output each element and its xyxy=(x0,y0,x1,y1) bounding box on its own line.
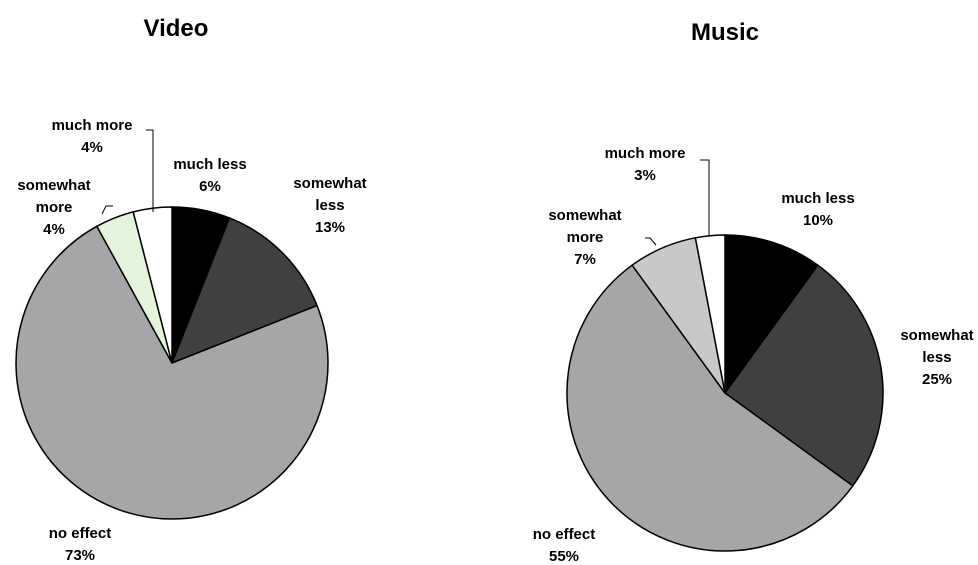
chart-title-music: Music xyxy=(691,19,759,46)
pie-slice-video-no-effect xyxy=(15,225,329,520)
slice-label-video-somewhat-more: somewhat more 4% xyxy=(17,177,90,238)
leader-line-music-much-more xyxy=(700,159,710,236)
chart-title-video: Video xyxy=(144,15,209,42)
pie-slice-video-somewhat-less xyxy=(170,216,319,365)
pie-slice-music-much-less xyxy=(724,234,819,396)
leader-line-video-much-more xyxy=(146,129,154,212)
pie-slice-music-somewhat-less xyxy=(723,264,884,487)
slice-label-music-much-more: much more 3% xyxy=(605,145,686,184)
slice-label-video-much-more: much more 4% xyxy=(52,117,133,156)
slice-label-video-somewhat-less: somewhat less 13% xyxy=(293,175,366,236)
slice-label-music-somewhat-less: somewhat less 25% xyxy=(900,327,973,388)
slice-label-music-somewhat-more: somewhat more 7% xyxy=(548,207,621,268)
slice-label-video-much-less: much less 6% xyxy=(173,156,246,195)
leader-line-music-somewhat-more xyxy=(645,237,657,246)
chart-music: Music much less 10% somewhat less 25% no effe… xyxy=(533,19,974,565)
slice-label-music-much-less: much less 10% xyxy=(781,190,854,229)
pie-slice-music-much-more xyxy=(694,234,726,394)
slice-label-music-no-effect: no effect 55% xyxy=(533,526,596,565)
pie-slice-music-no-effect xyxy=(566,264,854,552)
chart-video: Video much less 6% somewhat less 13% no effec… xyxy=(15,15,367,564)
slice-label-video-no-effect: no effect 73% xyxy=(49,525,112,564)
pie-slice-video-much-more xyxy=(132,206,173,364)
leader-line-video-somewhat-more xyxy=(101,205,113,215)
